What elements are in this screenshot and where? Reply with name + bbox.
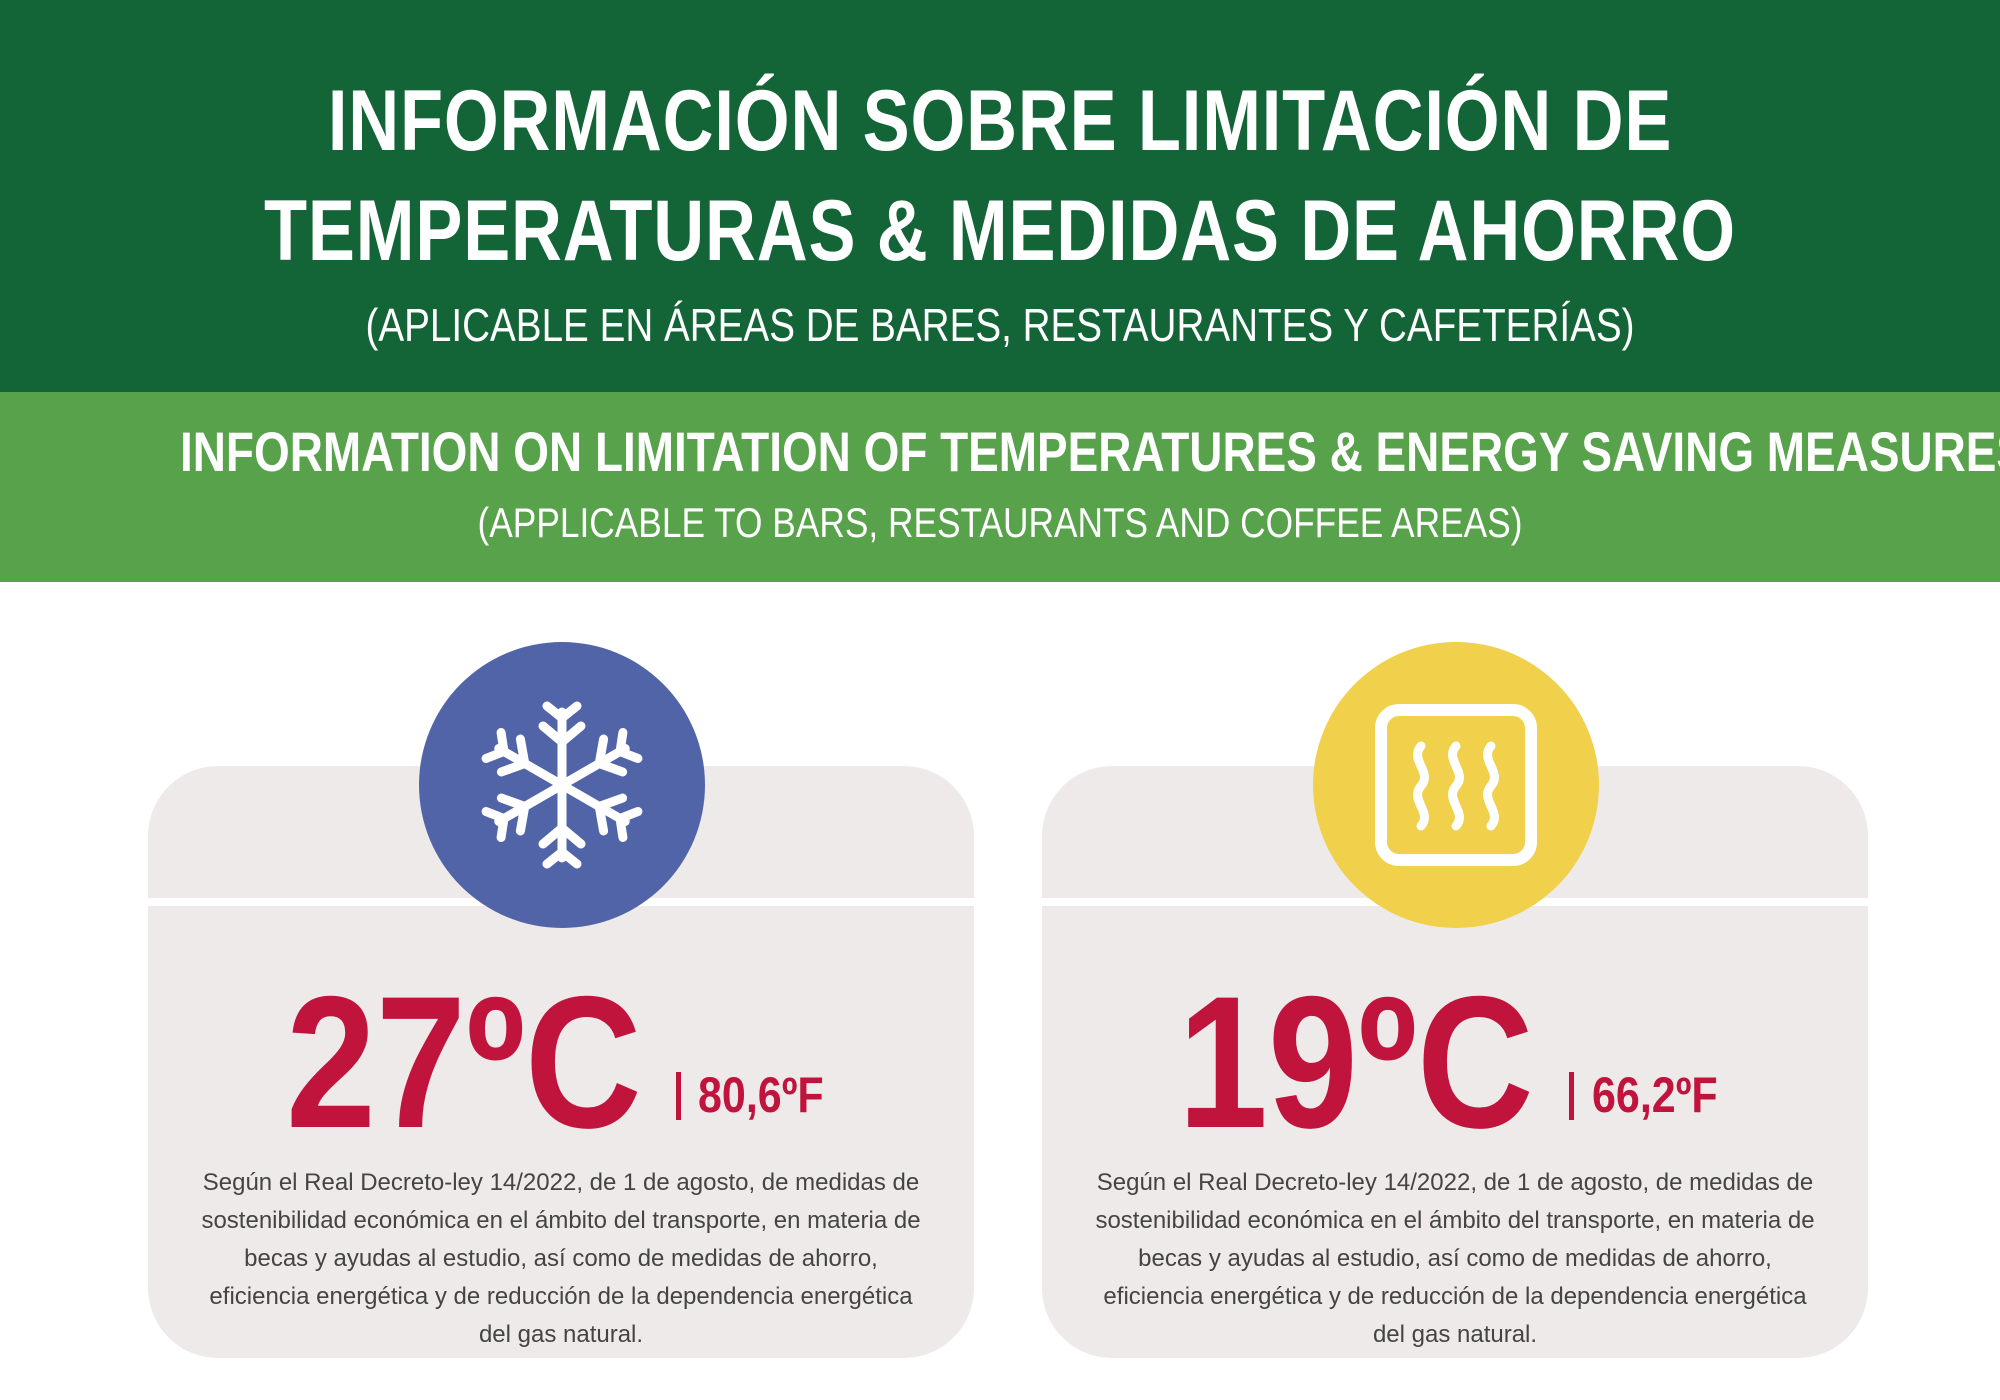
snowflake-icon xyxy=(419,642,705,928)
heating-temperature-fahrenheit: 66,2ºF xyxy=(1592,1067,1718,1123)
cooling-temperature-fahrenheit: 80,6ºF xyxy=(698,1067,824,1123)
separator-bar xyxy=(1569,1072,1574,1120)
subtitle-en: (APPLICABLE TO BARS, RESTAURANTS AND COF… xyxy=(477,499,1523,546)
title-es-line1: INFORMACIÓN SOBRE LIMITACIÓN DE xyxy=(327,73,1673,169)
heater-icon xyxy=(1313,642,1599,928)
separator-bar xyxy=(676,1072,681,1120)
subtitle-es: (APLICABLE EN ÁREAS DE BARES, RESTAURANT… xyxy=(365,299,1635,351)
title-en: INFORMATION ON LIMITATION OF TEMPERATURE… xyxy=(180,420,2000,483)
cooling-temperature-celsius: 27ºC xyxy=(286,957,642,1167)
english-header: INFORMATION ON LIMITATION OF TEMPERATURE… xyxy=(0,392,2000,582)
spanish-header: INFORMACIÓN SOBRE LIMITACIÓN DE TEMPERAT… xyxy=(0,0,2000,392)
heating-temperature-celsius: 19ºC xyxy=(1178,957,1534,1167)
heating-legal-text: Según el Real Decreto-ley 14/2022, de 1 … xyxy=(1095,1169,1815,1348)
title-es-line2: TEMPERATURAS & MEDIDAS DE AHORRO xyxy=(264,183,1736,279)
cooling-legal-text: Según el Real Decreto-ley 14/2022, de 1 … xyxy=(201,1169,921,1348)
